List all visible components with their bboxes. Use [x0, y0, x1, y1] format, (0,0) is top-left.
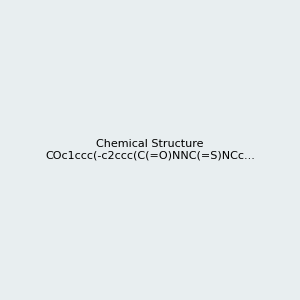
Text: Chemical Structure
COc1ccc(-c2ccc(C(=O)NNC(=S)NCc...: Chemical Structure COc1ccc(-c2ccc(C(=O)N… [45, 139, 255, 161]
